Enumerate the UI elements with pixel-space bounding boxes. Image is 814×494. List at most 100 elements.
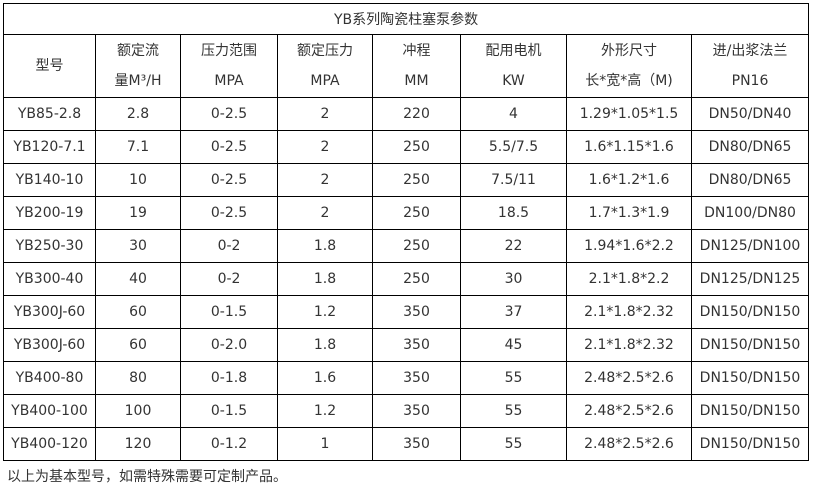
table-cell: 1.6*1.15*1.6: [566, 130, 692, 164]
column-header: 外形尺寸长*宽*高（M): [566, 34, 692, 98]
table-cell: 2.1*1.8*2.32: [566, 295, 692, 329]
table-cell: 55: [460, 394, 567, 428]
table-cell: 220: [372, 97, 461, 131]
table-cell: 250: [372, 130, 461, 164]
table-row: YB300J-60 60 0-1.5 1.2 350 37 2.1*1.8*2.32 DN15…: [3, 295, 810, 329]
table-cell: YB300J-60: [3, 328, 96, 362]
table-cell: 2: [277, 163, 373, 197]
table-cell: 250: [372, 163, 461, 197]
table-cell: 0-2.0: [180, 328, 278, 362]
table-cell: 0-2.5: [180, 196, 278, 230]
table-cell: 350: [372, 394, 461, 428]
table-cell: 1.29*1.05*1.5: [566, 97, 692, 131]
table-cell: DN100/DN80: [690, 196, 810, 230]
table-cell: 0-1.5: [180, 295, 278, 329]
column-header: 额定流 量M³/H: [95, 34, 181, 98]
table-cell: YB400-80: [3, 361, 96, 395]
column-header: 压力范围 MPA: [180, 34, 278, 98]
column-header-line: 额定流: [117, 43, 159, 59]
table-cell: YB300-40: [3, 262, 96, 296]
table-row: YB400-100 100 0-1.5 1.2 350 55 2.48*2.5*2.6 DN1…: [3, 394, 810, 428]
table-cell: 0-2: [180, 229, 278, 263]
column-header: 额定压力 MPA: [277, 34, 373, 98]
table-cell: DN50/DN40: [690, 97, 810, 131]
table-row: YB300J-60 60 0-2.0 1.8 350 45 2.1*1.8*2.32 DN15…: [3, 328, 810, 362]
table-cell: 1.2: [277, 394, 373, 428]
table-cell: 18.5: [460, 196, 567, 230]
table-cell: DN150/DN150: [690, 361, 810, 395]
column-header-line: 长*宽*高（M): [585, 73, 673, 89]
table-row: YB250-30 30 0-2 1.8 250 22 1.94*1.6*2.2 DN125/D…: [3, 229, 810, 263]
table-cell: DN150/DN150: [690, 394, 810, 428]
table-cell: 4: [460, 97, 567, 131]
table-cell: 250: [372, 229, 461, 263]
column-header-line: 进/出浆法兰: [712, 43, 788, 59]
table-cell: 2.48*2.5*2.6: [566, 361, 692, 395]
column-header: 配用电机 KW: [460, 34, 567, 98]
table-row: YB85-2.8 2.8 0-2.5 2 220 4 1.29*1.05*1.5 DN50/D…: [3, 97, 810, 131]
column-header-line: 外形尺寸: [601, 43, 657, 59]
table-cell: 40: [95, 262, 181, 296]
table-cell: DN150/DN150: [690, 295, 810, 329]
column-header-line: 型号: [35, 58, 64, 74]
table-cell: 1.2: [277, 295, 373, 329]
table-cell: 60: [95, 328, 181, 362]
table-cell: 2: [277, 196, 373, 230]
column-header-line: 冲程: [402, 43, 431, 59]
table-cell: DN80/DN65: [690, 130, 810, 164]
table-cell: 0-2.5: [180, 97, 278, 131]
table-row: YB400-120 120 0-1.2 1 350 55 2.48*2.5*2.6 DN150…: [3, 427, 810, 461]
table-cell: YB400-120: [3, 427, 96, 461]
table-cell: 0-1.8: [180, 361, 278, 395]
table-cell: 0-1.5: [180, 394, 278, 428]
table-cell: 10: [95, 163, 181, 197]
table-cell: 2.48*2.5*2.6: [566, 427, 692, 461]
table-cell: YB85-2.8: [3, 97, 96, 131]
column-header-line: KW: [502, 73, 525, 89]
table-cell: 7.5/11: [460, 163, 567, 197]
table-cell: 1.94*1.6*2.2: [566, 229, 692, 263]
table-cell: YB140-10: [3, 163, 96, 197]
table-cell: 2.1*1.8*2.32: [566, 328, 692, 362]
table-cell: 1: [277, 427, 373, 461]
table-row: YB200-19 19 0-2.5 2 250 18.5 1.7*1.3*1.9 DN100/…: [3, 196, 810, 230]
table-cell: 0-2.5: [180, 130, 278, 164]
table-cell: 0-2.5: [180, 163, 278, 197]
table-cell: 30: [460, 262, 567, 296]
table-cell: DN150/DN150: [690, 427, 810, 461]
table-cell: 2: [277, 97, 373, 131]
table-row: YB400-80 80 0-1.8 1.6 350 55 2.48*2.5*2.6 DN150…: [3, 361, 810, 395]
table-cell: 30: [95, 229, 181, 263]
table-cell: 5.5/7.5: [460, 130, 567, 164]
column-header-line: PN16: [731, 73, 769, 89]
table-cell: YB200-19: [3, 196, 96, 230]
table-cell: DN80/DN65: [690, 163, 810, 197]
table-cell: 22: [460, 229, 567, 263]
table-cell: 250: [372, 262, 461, 296]
table-row: YB300-40 40 0-2 1.8 250 30 2.1*1.8*2.2 DN125/DN…: [3, 262, 810, 296]
table-cell: 250: [372, 196, 461, 230]
table-cell: 0-1.2: [180, 427, 278, 461]
column-header-line: MM: [404, 73, 429, 89]
column-header: 型号: [3, 34, 96, 98]
table-cell: 1.6: [277, 361, 373, 395]
column-header: 进/出浆法兰 PN16: [690, 34, 810, 98]
table-cell: DN125/DN125: [690, 262, 810, 296]
table-cell: 1.8: [277, 328, 373, 362]
table-cell: 60: [95, 295, 181, 329]
table-cell: 80: [95, 361, 181, 395]
table-cell: 1.6*1.2*1.6: [566, 163, 692, 197]
table-cell: 350: [372, 328, 461, 362]
table-cell: 45: [460, 328, 567, 362]
table-cell: 350: [372, 361, 461, 395]
table-cell: YB250-30: [3, 229, 96, 263]
table-cell: 2.8: [95, 97, 181, 131]
table-title: YB系列陶瓷柱塞泵参数: [2, 3, 810, 35]
table-cell: 37: [460, 295, 567, 329]
table-cell: YB400-100: [3, 394, 96, 428]
table-cell: 2: [277, 130, 373, 164]
table-cell: 2.1*1.8*2.2: [566, 262, 692, 296]
table-cell: 55: [460, 427, 567, 461]
table-row: YB120-7.1 7.1 0-2.5 2 250 5.5/7.5 1.6*1.15*1.6…: [3, 130, 810, 164]
column-header-line: MPA: [310, 73, 340, 89]
